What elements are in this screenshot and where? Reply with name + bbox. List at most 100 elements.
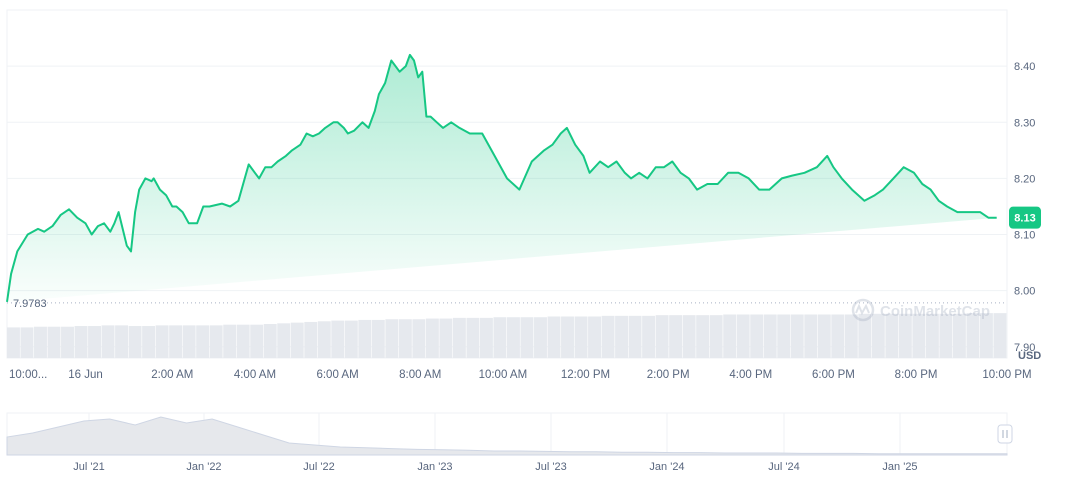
volume-bar xyxy=(331,320,345,358)
volume-bar xyxy=(425,318,439,358)
volume-bar xyxy=(466,317,480,358)
volume-bar xyxy=(709,315,723,358)
volume-bar xyxy=(696,315,710,358)
volume-bar xyxy=(939,313,953,358)
volume-bar xyxy=(669,315,683,358)
volume-bar xyxy=(142,326,156,358)
x-tick-label: 8:00 PM xyxy=(895,369,938,381)
volume-bar xyxy=(777,314,791,358)
volume-bar xyxy=(358,319,372,358)
x-tick-label: 16 Jun xyxy=(68,369,103,381)
volume-bar xyxy=(817,314,831,358)
x-tick-label: 10:00 AM xyxy=(479,369,528,381)
current-value-badge xyxy=(1009,206,1041,229)
coinmarketcap-watermark: CoinMarketCap xyxy=(851,298,990,322)
volume-bar xyxy=(317,321,331,358)
volume-bar xyxy=(574,316,588,358)
volume-bar xyxy=(209,325,223,358)
volume-bar xyxy=(61,326,74,358)
volume-bar xyxy=(628,315,642,358)
volume-bar xyxy=(898,313,912,358)
volume-bar xyxy=(155,325,169,358)
volume-bar xyxy=(290,322,304,358)
volume-bar xyxy=(534,317,547,358)
currency-label: USD xyxy=(1018,350,1041,362)
x-axis: 10:00... 16 Jun 2:00 AM 4:00 AM 6:00 AM 8:00 … xyxy=(9,369,1032,381)
volume-bar xyxy=(479,317,493,358)
navigator-tick-label: Jan '22 xyxy=(186,461,221,473)
volume-bar xyxy=(263,324,277,358)
x-tick-label: 10:00... xyxy=(9,369,47,381)
volume-bar xyxy=(101,325,115,358)
y-tick-label: 8.30 xyxy=(1014,117,1035,129)
volume-bar xyxy=(47,326,61,358)
volume-bar xyxy=(925,313,939,358)
volume-bar xyxy=(615,315,629,358)
y-axis: 8.40 8.30 8.20 8.10 8.00 7.90 xyxy=(1014,61,1035,354)
navigator-tick-label: Jul '21 xyxy=(73,461,104,473)
x-tick-label: 2:00 PM xyxy=(647,369,690,381)
volume-bar xyxy=(74,326,88,358)
navigator-area xyxy=(6,416,1008,456)
y-tick-label: 8.20 xyxy=(1014,173,1035,185)
volume-bar xyxy=(790,314,804,358)
volume-bar xyxy=(304,321,318,358)
watermark-text: CoinMarketCap xyxy=(880,303,990,320)
volume-bar xyxy=(371,319,385,358)
volume-bar xyxy=(966,313,980,358)
x-tick-label: 12:00 PM xyxy=(561,369,610,381)
volume-bar xyxy=(520,317,534,358)
volume-bar xyxy=(736,314,750,358)
volume-bar xyxy=(7,327,20,358)
volume-bar xyxy=(723,314,737,358)
navigator-x-axis: Jul '21 Jan '22 Jul '22 Jan '23 Jul '23 Jan '… xyxy=(73,461,917,473)
volume-bar xyxy=(196,325,210,358)
price-line xyxy=(6,53,997,303)
volume-bar xyxy=(20,327,34,358)
coinmarketcap-logo-icon xyxy=(851,298,875,322)
volume-bar xyxy=(385,319,399,358)
x-tick-label: 2:00 AM xyxy=(151,369,193,381)
navigator-handle[interactable] xyxy=(997,424,1013,444)
y-tick-label: 8.00 xyxy=(1014,286,1035,298)
volume-bar xyxy=(858,313,872,358)
volume-bar xyxy=(115,325,129,358)
navigator-tick-label: Jan '23 xyxy=(417,461,452,473)
volume-bar xyxy=(952,313,966,358)
volume-bar xyxy=(885,313,899,358)
y-tick-label: 8.10 xyxy=(1014,230,1035,242)
handle-box[interactable] xyxy=(997,424,1013,444)
volume-bar xyxy=(682,315,696,358)
navigator-tick-label: Jul '23 xyxy=(535,461,566,473)
range-navigator[interactable]: Jul '21 Jan '22 Jul '22 Jan '23 Jul '23 Jan '… xyxy=(6,412,1013,473)
y-tick-label: 7.90 xyxy=(1014,342,1035,354)
volume-bar xyxy=(452,317,466,358)
navigator-tick-label: Jul '24 xyxy=(768,461,799,473)
volume-bar xyxy=(993,313,1007,358)
volume-bar xyxy=(642,315,656,358)
x-tick-label: 8:00 AM xyxy=(399,369,441,381)
volume-bars xyxy=(7,313,1007,358)
baseline-label: 7.9783 xyxy=(13,298,47,310)
coinmarketcap-logo-mark xyxy=(855,303,870,316)
x-tick-label: 6:00 AM xyxy=(316,369,358,381)
volume-bar xyxy=(979,313,993,358)
volume-bar xyxy=(547,316,561,358)
volume-bar xyxy=(182,325,196,358)
volume-bar xyxy=(561,316,574,358)
volume-bar xyxy=(439,318,453,358)
navigator-tick-label: Jul '22 xyxy=(303,461,334,473)
current-value-label: 8.13 xyxy=(1014,213,1035,225)
volume-bar xyxy=(344,320,358,358)
volume-bar xyxy=(398,319,412,358)
volume-bar xyxy=(250,324,264,358)
y-tick-label: 8.40 xyxy=(1014,61,1035,73)
volume-bar xyxy=(912,313,926,358)
volume-bar xyxy=(88,326,101,358)
x-tick-label: 10:00 PM xyxy=(982,369,1031,381)
volume-bar xyxy=(277,323,291,358)
navigator-tick-label: Jan '24 xyxy=(649,461,684,473)
volume-bar xyxy=(601,315,615,358)
price-area xyxy=(7,54,997,302)
